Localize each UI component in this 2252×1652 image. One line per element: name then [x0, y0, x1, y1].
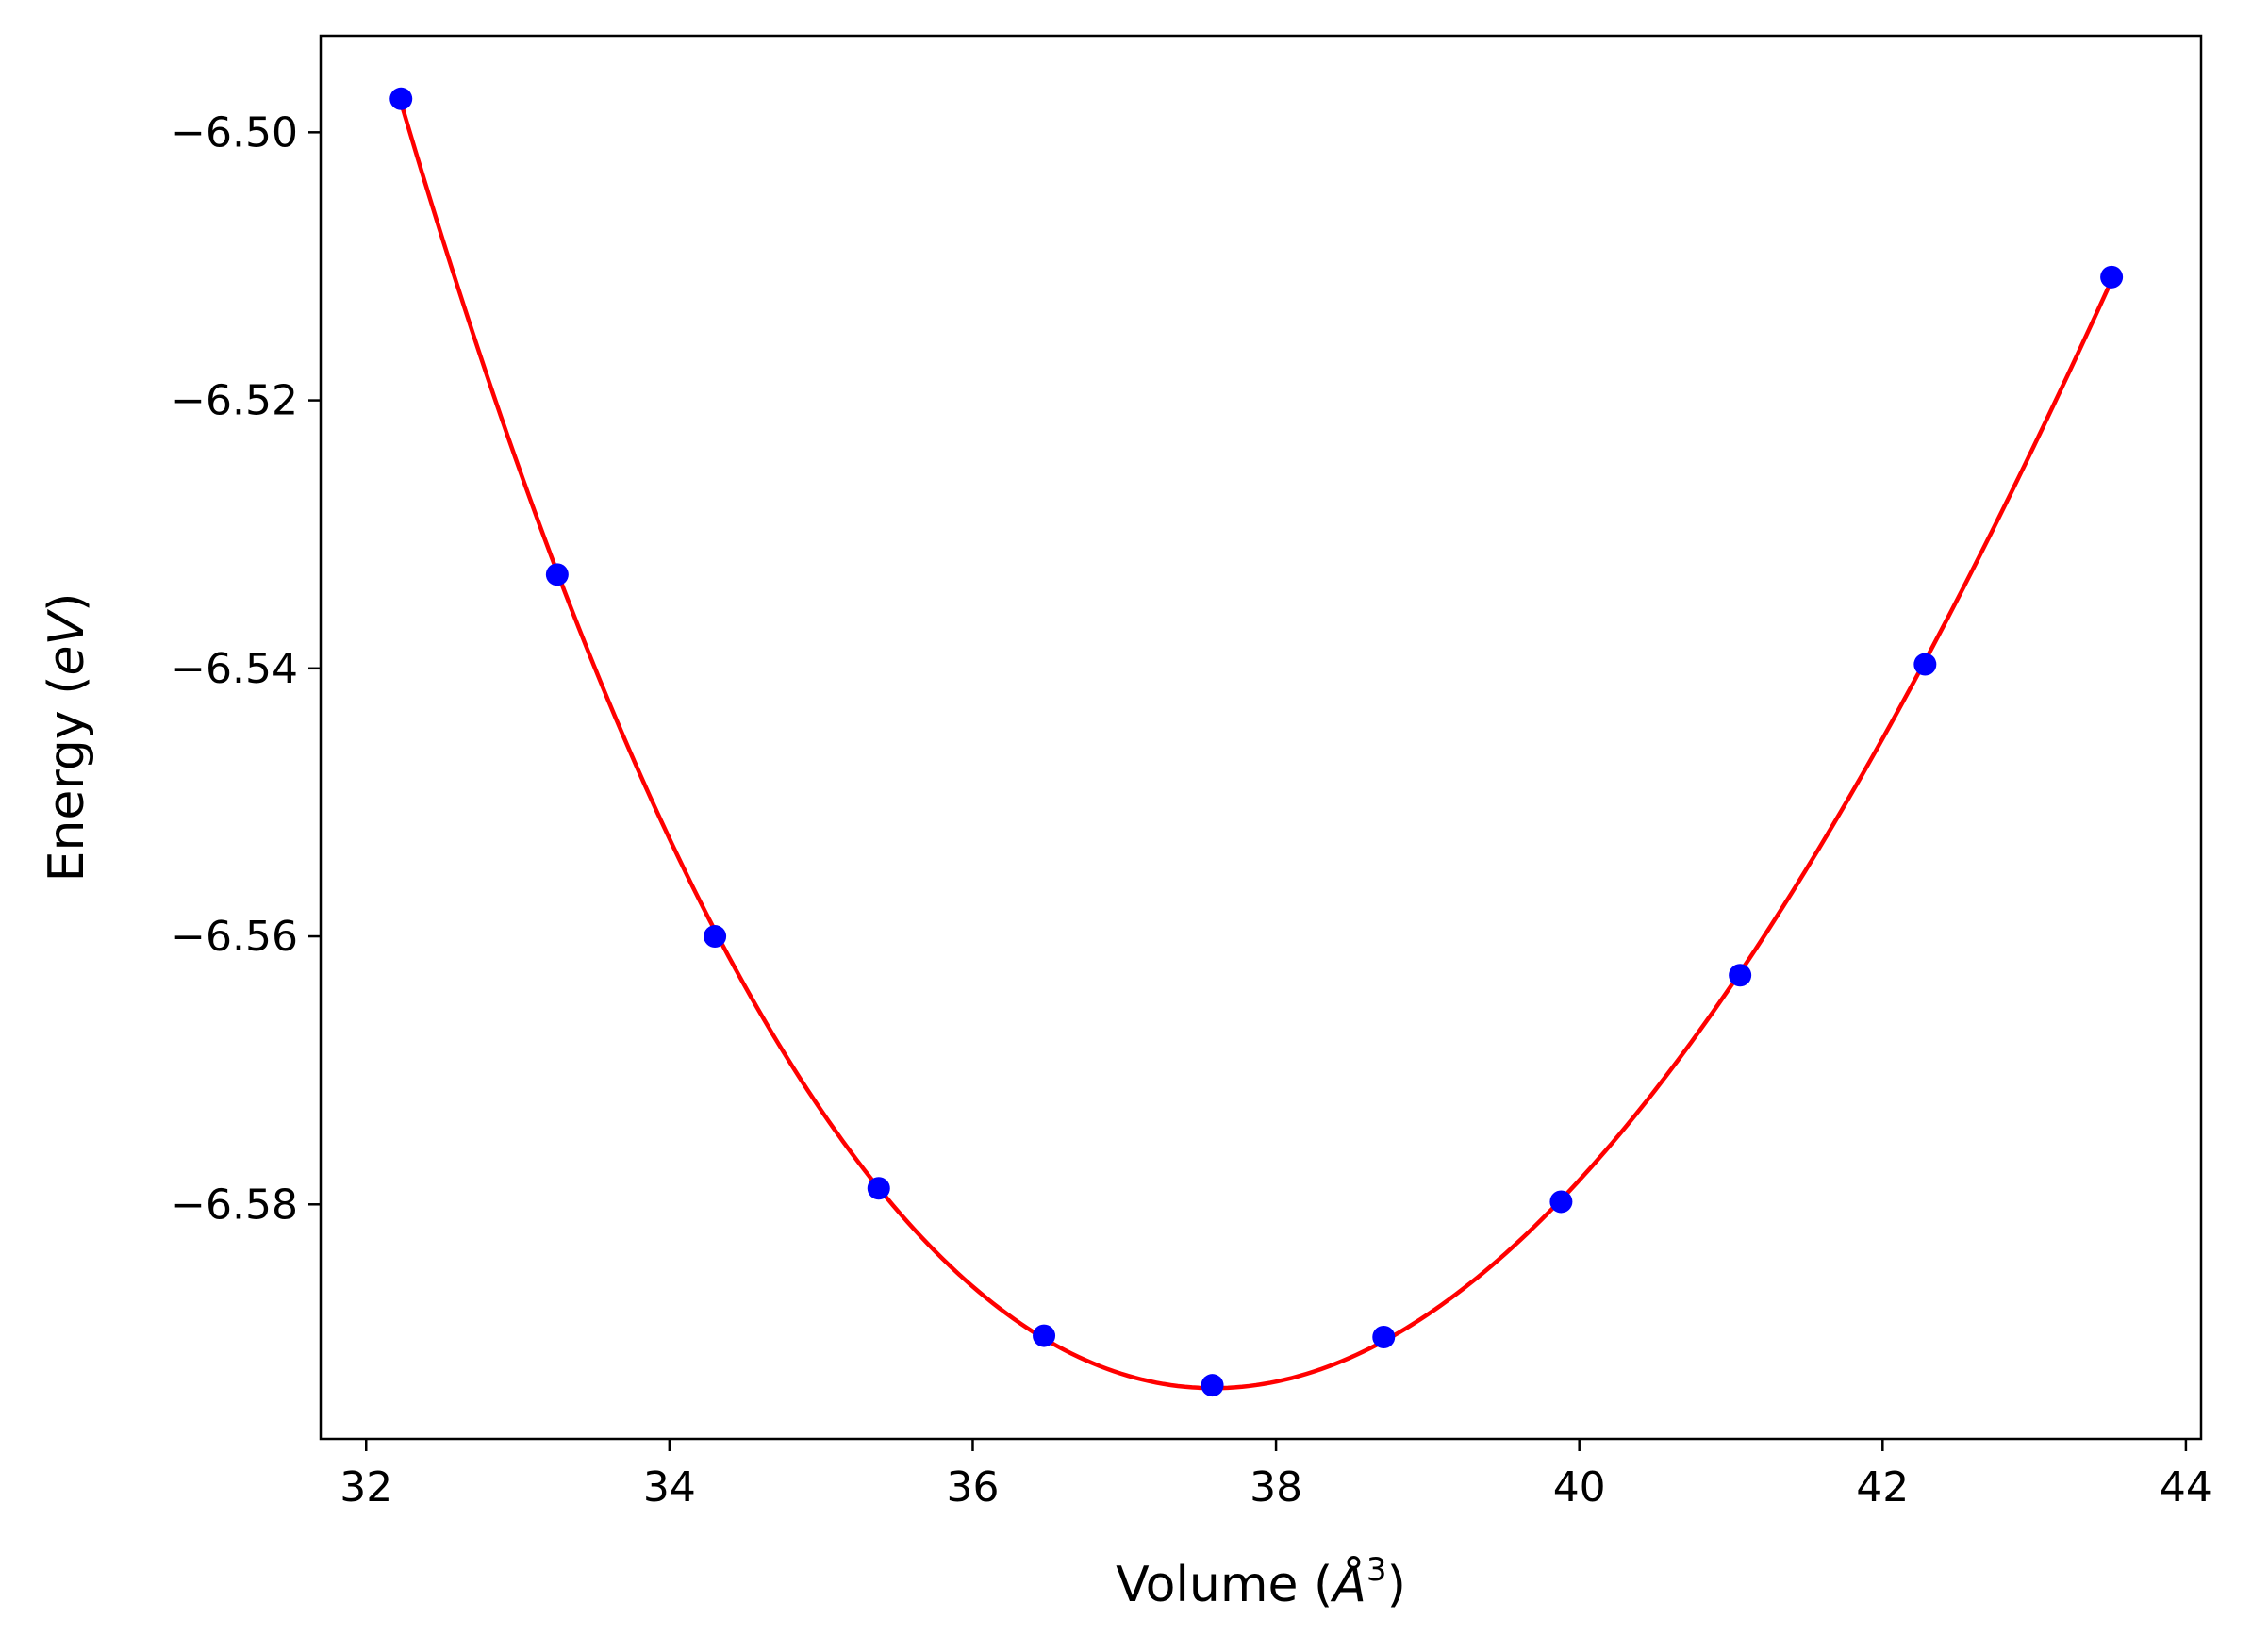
y-axis-label-close: ): [39, 593, 95, 612]
data-point: [389, 87, 413, 110]
plot-frame: [319, 34, 2203, 1441]
fit-curve: [399, 102, 2114, 1391]
x-tick-label: 42: [1856, 1463, 1909, 1512]
x-axis-label-symbol: Å: [1330, 1555, 1366, 1613]
data-point: [1201, 1374, 1224, 1397]
x-tick-label: 32: [339, 1463, 392, 1512]
data-point: [1033, 1324, 1056, 1347]
data-point: [1549, 1190, 1573, 1214]
data-point: [1372, 1325, 1396, 1348]
x-axis-label-close: ): [1387, 1557, 1406, 1613]
fit-curve-layer: [399, 102, 2114, 1391]
y-axis-label-unit: eV: [39, 609, 95, 676]
data-point: [867, 1177, 890, 1200]
data-point: [704, 925, 727, 949]
data-point: [1729, 964, 1752, 987]
y-axis-label: Energy (eV): [39, 593, 95, 883]
x-axis-label: Volume (Å3): [1116, 1551, 1406, 1613]
x-tick-label: 34: [643, 1463, 696, 1512]
data-point: [545, 563, 569, 586]
y-tick-label: −6.54: [171, 645, 298, 693]
axes-ticks: 32 34 36 38 40 42 44 −6.50 −6.52 −6.54 −6.56 −6.58: [171, 108, 2212, 1512]
y-tick-label: −6.58: [171, 1181, 298, 1229]
x-axis-label-power: 3: [1366, 1551, 1387, 1589]
y-tick-label: −6.56: [171, 913, 298, 961]
data-point: [2100, 265, 2124, 289]
y-tick-label: −6.52: [171, 377, 298, 425]
x-tick-label: 44: [2160, 1463, 2212, 1512]
x-tick-label: 38: [1250, 1463, 1302, 1512]
x-tick-label: 40: [1553, 1463, 1606, 1512]
x-tick-label: 36: [946, 1463, 999, 1512]
y-axis-label-text: Energy (: [39, 676, 95, 883]
data-points-layer: [389, 87, 2124, 1397]
y-tick-label: −6.50: [171, 108, 298, 157]
data-point: [1913, 653, 1937, 676]
x-axis-label-text: Volume (: [1116, 1557, 1333, 1613]
